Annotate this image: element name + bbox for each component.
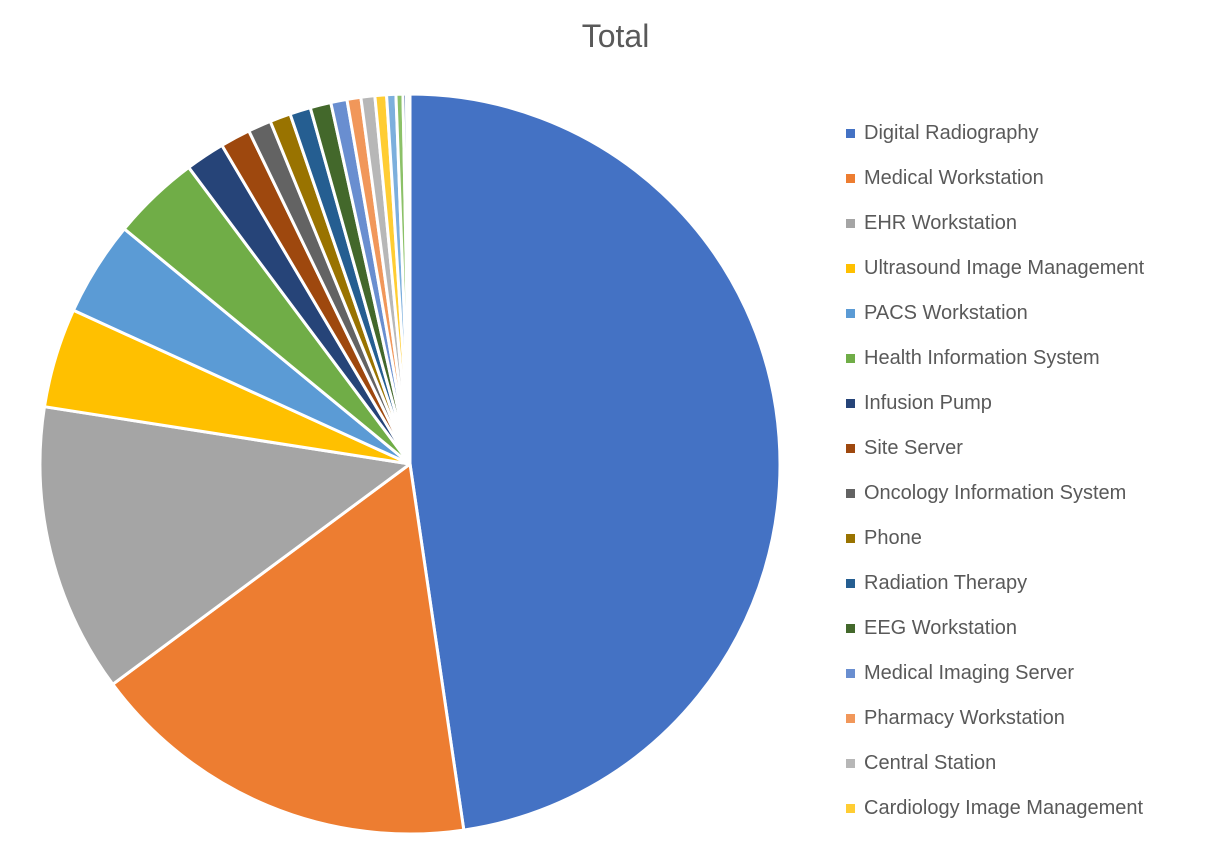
legend-item: Medical Workstation (846, 156, 1144, 201)
legend-label: Infusion Pump (864, 392, 992, 414)
legend-swatch (846, 624, 855, 633)
legend-item: Phone (846, 516, 1144, 561)
legend-item: EEG Workstation (846, 606, 1144, 651)
pie-slice-ehr-workstation (38, 405, 412, 686)
legend-swatch (846, 129, 855, 138)
legend-swatch (846, 489, 855, 498)
legend-label: Digital Radiography (864, 122, 1039, 144)
legend-item: Oncology Information System (846, 471, 1144, 516)
legend-label: EHR Workstation (864, 212, 1018, 234)
legend-label: Phone (864, 527, 922, 549)
pie-chart (38, 92, 782, 836)
legend-item: PACS Workstation (846, 291, 1144, 336)
legend-item: EHR Workstation (846, 201, 1144, 246)
legend-swatch (846, 714, 855, 723)
legend-swatch (846, 219, 855, 228)
legend-label: Pharmacy Workstation (864, 707, 1065, 729)
legend-label: Radiation Therapy (864, 572, 1028, 594)
legend-item: Infusion Pump (846, 381, 1144, 426)
legend-swatch (846, 534, 855, 543)
legend-swatch (846, 309, 855, 318)
legend-label: Health Information System (864, 347, 1100, 369)
legend-label: Medical Workstation (864, 167, 1044, 189)
legend-swatch (846, 804, 855, 813)
legend-label: Site Server (864, 437, 963, 459)
legend-swatch (846, 759, 855, 768)
legend-item: Central Station (846, 741, 1144, 786)
legend-label: Central Station (864, 752, 997, 774)
legend-label: EEG Workstation (864, 617, 1018, 639)
pie-slice-medical-workstation (111, 462, 466, 836)
legend-item: Digital Radiography (846, 111, 1144, 156)
legend-item: Radiation Therapy (846, 561, 1144, 606)
legend-item: Medical Imaging Server (846, 651, 1144, 696)
legend-swatch (846, 579, 855, 588)
legend-label: Oncology Information System (864, 482, 1127, 504)
pie-slice-unlabeled-20 (407, 92, 412, 466)
legend-swatch (846, 669, 855, 678)
legend-label: PACS Workstation (864, 302, 1028, 324)
chart-legend: Digital Radiography Medical Workstation EH… (846, 111, 1144, 831)
legend-item: Health Information System (846, 336, 1144, 381)
legend-swatch (846, 264, 855, 273)
pie-slice-digital-radiography (408, 92, 782, 832)
legend-item: Site Server (846, 426, 1144, 471)
legend-label: Medical Imaging Server (864, 662, 1075, 684)
legend-item: Pharmacy Workstation (846, 696, 1144, 741)
legend-item: Ultrasound Image Management (846, 246, 1144, 291)
legend-item: Cardiology Image Management (846, 786, 1144, 831)
legend-label: Cardiology Image Management (864, 797, 1144, 819)
legend-label: Ultrasound Image Management (864, 257, 1145, 279)
legend-swatch (846, 174, 855, 183)
chart-title: Total (581, 18, 650, 54)
legend-swatch (846, 354, 855, 363)
legend-swatch (846, 399, 855, 408)
legend-swatch (846, 444, 855, 453)
